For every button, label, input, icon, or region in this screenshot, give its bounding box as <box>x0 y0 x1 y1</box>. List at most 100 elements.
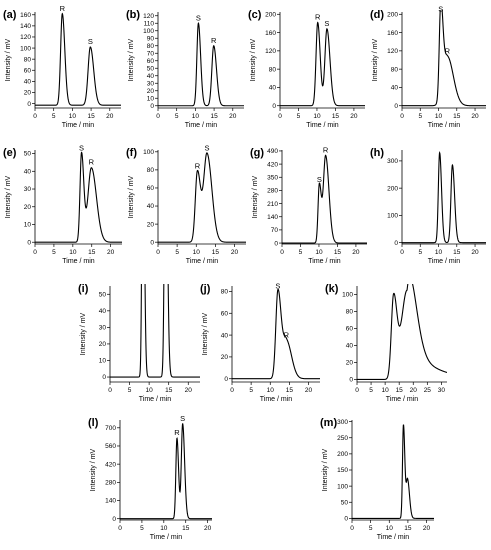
x-tick-label: 15 <box>88 249 96 256</box>
y-tick-label: 40 <box>147 203 155 210</box>
x-tick-label: 30 <box>438 387 446 394</box>
x-tick-label: 5 <box>128 387 132 394</box>
panel-label: (a) <box>3 9 17 21</box>
x-tick-label: 20 <box>350 113 358 120</box>
x-tick-label: 5 <box>52 249 56 256</box>
x-tick-label: 0 <box>156 249 160 256</box>
chromatogram-trace <box>282 154 367 244</box>
y-tick-label: 200 <box>387 185 398 192</box>
y-tick-label: 0 <box>150 239 154 246</box>
peak-label: S <box>180 414 185 423</box>
y-tick-label: 140 <box>105 498 116 505</box>
peak-label: R <box>445 46 451 55</box>
x-tick-label: 20 <box>305 387 313 394</box>
x-tick-label: 15 <box>334 249 342 256</box>
x-tick-label: 0 <box>350 525 354 532</box>
y-tick-label: 280 <box>105 480 116 487</box>
y-tick-label: 20 <box>221 354 229 361</box>
y-tick-label: 0 <box>272 103 276 110</box>
y-tick-label: 100 <box>143 149 154 156</box>
y-tick-label: 20 <box>24 204 32 211</box>
panel-label: (j) <box>200 283 211 295</box>
x-tick-label: 0 <box>400 249 404 256</box>
chromatogram-trace <box>402 10 486 107</box>
y-tick-label: 60 <box>24 67 32 74</box>
y-tick-label: 300 <box>337 419 348 426</box>
x-tick-label: 0 <box>118 525 122 532</box>
y-tick-label: 120 <box>265 48 276 55</box>
x-tick-label: 0 <box>156 113 160 120</box>
y-tick-label: 150 <box>337 467 348 474</box>
x-tick-label: 5 <box>249 387 253 394</box>
peak-label: S <box>324 19 329 28</box>
panel-label: (k) <box>325 283 339 295</box>
y-tick-label: 40 <box>269 85 277 92</box>
y-tick-label: 30 <box>24 186 32 193</box>
panel-label: (f) <box>126 147 137 159</box>
x-tick-label: 10 <box>386 525 394 532</box>
y-tick-label: 100 <box>342 292 353 299</box>
y-tick-label: 100 <box>387 213 398 220</box>
x-axis-title: Time / min <box>306 122 339 129</box>
peak-label: S <box>317 175 322 184</box>
x-tick-label: 15 <box>212 249 220 256</box>
chart-panel: 0 5 10 15 20 0 10 20 30 40 50 Time / min Intensity /… <box>3 144 122 265</box>
x-axis-title: Time / min <box>308 258 341 265</box>
chromatogram-trace <box>402 151 486 244</box>
x-tick-label: 5 <box>369 525 373 532</box>
y-tick-label: 420 <box>267 161 278 168</box>
y-tick-label: 40 <box>346 343 354 350</box>
y-tick-label: 70 <box>271 227 279 234</box>
y-tick-label: 80 <box>147 167 155 174</box>
chromatogram-trace <box>120 423 212 520</box>
peak-label: S <box>79 144 84 153</box>
peak-label: R <box>323 146 329 155</box>
peak-label: S <box>438 4 443 13</box>
panel-label: (g) <box>250 147 264 159</box>
x-tick-label: 5 <box>299 249 303 256</box>
y-tick-label: 0 <box>394 103 398 110</box>
y-tick-label: 0 <box>274 240 278 247</box>
y-tick-label: 30 <box>147 80 155 87</box>
chart-panel: 0 5 10 15 20 0 20 40 60 80 100 120 140 160 Time / min I… <box>3 4 121 129</box>
panel-label: (d) <box>370 9 384 21</box>
x-tick-label: 10 <box>315 249 323 256</box>
y-tick-label: 0 <box>394 240 398 247</box>
peak-label: S <box>204 144 209 153</box>
y-tick-label: 50 <box>341 499 349 506</box>
y-tick-label: 40 <box>221 332 229 339</box>
y-tick-label: 0 <box>150 103 154 110</box>
x-tick-label: 20 <box>352 249 360 256</box>
y-tick-label: 490 <box>267 148 278 155</box>
y-tick-label: 0 <box>27 101 31 108</box>
y-tick-label: 0 <box>112 516 116 523</box>
y-tick-label: 40 <box>24 168 32 175</box>
y-tick-label: 80 <box>221 289 229 296</box>
y-tick-label: 40 <box>99 308 107 315</box>
y-tick-label: 80 <box>147 43 155 50</box>
x-tick-label: 10 <box>69 249 77 256</box>
x-tick-label: 0 <box>108 387 112 394</box>
y-tick-label: 0 <box>344 516 348 523</box>
peak-label: R <box>89 158 95 167</box>
y-tick-label: 10 <box>24 222 32 229</box>
x-tick-label: 5 <box>369 387 373 394</box>
y-tick-label: 0 <box>224 376 228 383</box>
x-tick-label: 20 <box>229 113 237 120</box>
y-tick-label: 20 <box>99 341 107 348</box>
x-tick-label: 25 <box>424 387 432 394</box>
x-tick-label: 10 <box>435 113 443 120</box>
chart-panel: 0 5 10 15 200102030405060708090100110120Time… <box>126 9 244 129</box>
y-tick-label: 160 <box>20 12 31 19</box>
y-tick-label: 210 <box>267 201 278 208</box>
x-axis-title: Time / min <box>428 122 461 129</box>
y-tick-label: 160 <box>387 30 398 37</box>
x-axis-title: Time / min <box>428 258 461 265</box>
panel-label: (h) <box>370 147 384 159</box>
x-tick-label: 15 <box>453 249 461 256</box>
x-axis-title: Time / min <box>150 534 183 541</box>
y-axis-title: Intensity / mV <box>128 175 135 218</box>
chromatogram-trace <box>357 284 447 380</box>
